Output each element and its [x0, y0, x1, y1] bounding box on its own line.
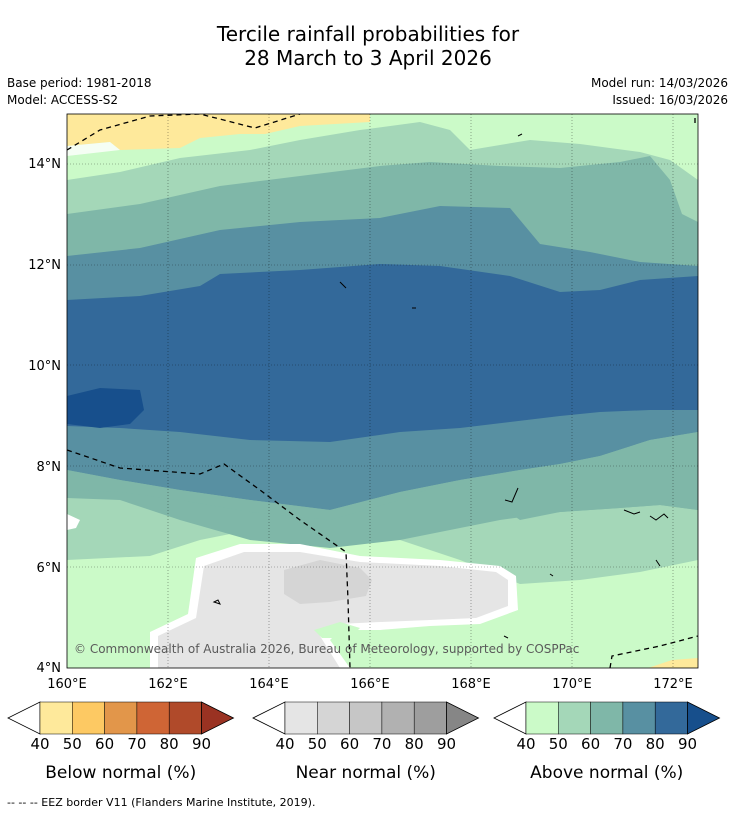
- colorbar-segment: [349, 701, 383, 735]
- title-line-2: 28 March to 3 April 2026: [244, 46, 492, 70]
- lat-ticks: 14°N 12°N 10°N 8°N 6°N 4°N: [28, 157, 61, 676]
- colorbars: 40 50 60 70 80 90 Below normal (%) 40 50 60 70 80 90…: [7, 701, 721, 783]
- colorbar-under-arrow: [493, 701, 527, 735]
- colorbar-segment: [136, 701, 170, 735]
- colorbar-tick: 50: [308, 735, 327, 753]
- colorbar-0: 40 50 60 70 80 90 Below normal (%): [7, 701, 235, 783]
- colorbar-label: Above normal (%): [530, 763, 683, 783]
- colorbar-tick: 60: [581, 735, 600, 753]
- colorbar-tick: 50: [63, 735, 82, 753]
- base-period: Base period: 1981-2018: [7, 76, 152, 90]
- colorbar-tick: 80: [646, 735, 665, 753]
- colorbar-tick: 90: [678, 735, 697, 753]
- lon-tick: 162°E: [148, 677, 188, 692]
- colorbar-segment: [168, 701, 202, 735]
- colorbar-2: 40 50 60 70 80 90 Above normal (%): [493, 701, 721, 783]
- colorbar-over-arrow: [446, 701, 480, 735]
- white-gap: [67, 142, 120, 156]
- colorbar-tick: 80: [160, 735, 179, 753]
- colorbar-segment: [622, 701, 656, 735]
- model-run: Model run: 14/03/2026: [590, 76, 728, 90]
- near-normal-50-patch: [284, 560, 372, 604]
- lat-tick: 8°N: [37, 460, 62, 475]
- colorbar-segment: [525, 701, 559, 735]
- lon-tick: 160°E: [47, 677, 87, 692]
- colorbar-tick: 70: [127, 735, 146, 753]
- title-line-1: Tercile rainfall probabilities for: [216, 22, 520, 46]
- colorbar-tick: 90: [192, 735, 211, 753]
- near-normal-40-patch: [158, 552, 508, 668]
- eez-borders: [67, 114, 698, 668]
- lon-tick: 166°E: [350, 677, 390, 692]
- colorbar-tick: 70: [372, 735, 391, 753]
- colorbar-tick: 50: [549, 735, 568, 753]
- white-gap-west: [67, 514, 80, 530]
- probability-field: [67, 114, 698, 668]
- colorbar-segment: [104, 701, 138, 735]
- lat-tick: 12°N: [28, 258, 61, 273]
- colorbar-segment: [413, 701, 447, 735]
- lon-tick: 164°E: [249, 677, 289, 692]
- plot-frame: [66, 113, 699, 669]
- meta-left: Base period: 1981-2018 Model: ACCESS-S2: [7, 75, 152, 109]
- colorbar-tick: 40: [275, 735, 294, 753]
- colorbar-tick: 80: [405, 735, 424, 753]
- lat-tick: 4°N: [37, 661, 62, 676]
- eez-footnote: -- -- -- EEZ border V11 (Flanders Marine…: [7, 796, 316, 809]
- green-pocket: [314, 622, 360, 638]
- colorbar-label: Near normal (%): [296, 763, 436, 783]
- above-80-band: [67, 264, 698, 442]
- colorbar-tick: 40: [30, 735, 49, 753]
- above-90-patch: [67, 388, 144, 428]
- colorbar-under-arrow: [7, 701, 41, 735]
- model-name: Model: ACCESS-S2: [7, 93, 119, 107]
- lat-tick: 6°N: [37, 561, 62, 576]
- colorbar-tick: 60: [340, 735, 359, 753]
- colorbar-over-arrow: [687, 701, 721, 735]
- colorbar-segment: [558, 701, 591, 735]
- colorbar-over-arrow: [201, 701, 235, 735]
- lon-tick: 172°E: [653, 677, 693, 692]
- colorbar-tick: 70: [613, 735, 632, 753]
- lon-ticks: 160°E 162°E 164°E 166°E 168°E 170°E 172°…: [47, 677, 693, 692]
- gridlines: [67, 114, 698, 668]
- above-60-band-south: [67, 432, 698, 520]
- colorbar-tick: 40: [516, 735, 535, 753]
- colorbar-under-arrow: [252, 701, 286, 735]
- issued-date: Issued: 16/03/2026: [612, 93, 728, 107]
- map-title: Tercile rainfall probabilities for 28 Ma…: [0, 22, 736, 70]
- colorbar-segment: [72, 701, 105, 735]
- colorbar-tick: 90: [437, 735, 456, 753]
- lat-tick: 14°N: [28, 157, 61, 172]
- colorbar-tick: 60: [95, 735, 114, 753]
- copyright-text: © Commonwealth of Australia 2026, Bureau…: [74, 642, 579, 656]
- islands: [212, 133, 669, 639]
- lon-tick: 170°E: [552, 677, 592, 692]
- colorbar-segment: [381, 701, 415, 735]
- lon-tick: 168°E: [451, 677, 491, 692]
- colorbar-segment: [284, 701, 318, 735]
- colorbar-segment: [317, 701, 350, 735]
- colorbar-segment: [654, 701, 688, 735]
- below-normal-patch-north: [67, 114, 370, 150]
- colorbar-label: Below normal (%): [45, 763, 196, 783]
- colorbar-segment: [590, 701, 624, 735]
- meta-right: Model run: 14/03/2026 Issued: 16/03/2026: [591, 75, 728, 109]
- lat-tick: 10°N: [28, 359, 61, 374]
- colorbar-segment: [39, 701, 73, 735]
